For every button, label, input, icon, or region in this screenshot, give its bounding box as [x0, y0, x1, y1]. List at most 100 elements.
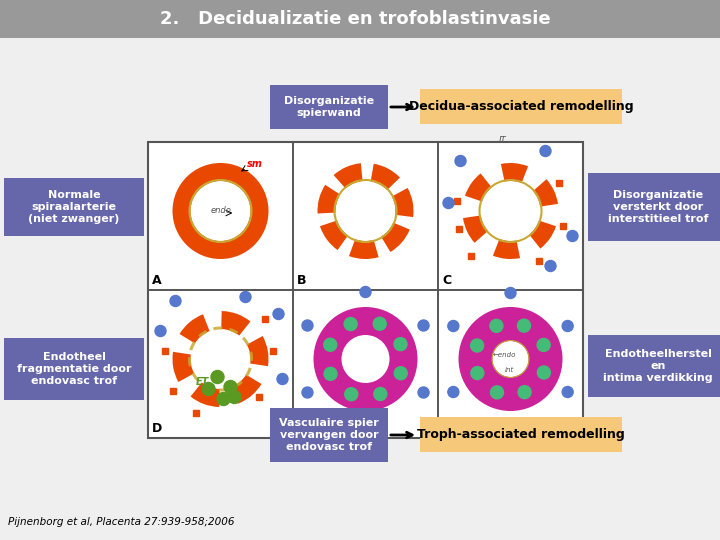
Wedge shape	[318, 185, 341, 213]
Circle shape	[224, 381, 237, 394]
Circle shape	[490, 319, 503, 332]
Bar	[438, 142, 583, 290]
Wedge shape	[173, 352, 194, 382]
Bar	[588, 335, 720, 397]
Text: ET: ET	[196, 377, 209, 387]
Wedge shape	[381, 222, 410, 252]
Circle shape	[277, 374, 288, 384]
Circle shape	[228, 390, 241, 403]
Bar	[536, 258, 541, 264]
Text: Vasculaire spier
vervangen door
endovasc trof: Vasculaire spier vervangen door endovasc…	[279, 418, 379, 451]
Bar	[4, 178, 144, 236]
Wedge shape	[493, 239, 520, 259]
Text: E: E	[297, 422, 305, 435]
Wedge shape	[173, 163, 269, 259]
Circle shape	[562, 387, 573, 397]
Circle shape	[360, 421, 371, 431]
Bar	[270, 408, 388, 462]
Bar	[270, 85, 388, 129]
Circle shape	[471, 367, 484, 380]
Bar	[256, 394, 261, 400]
Circle shape	[302, 387, 313, 398]
Circle shape	[418, 387, 429, 398]
Bar	[148, 142, 583, 438]
Wedge shape	[533, 179, 558, 207]
Text: Disorganizatie
versterkt door
interstitieel trof: Disorganizatie versterkt door interstiti…	[608, 191, 708, 224]
Wedge shape	[198, 330, 207, 338]
Circle shape	[324, 367, 337, 380]
Circle shape	[537, 339, 550, 352]
Wedge shape	[501, 163, 528, 183]
Bar	[192, 410, 199, 416]
Circle shape	[170, 295, 181, 307]
Wedge shape	[313, 307, 418, 411]
Circle shape	[518, 386, 531, 399]
Wedge shape	[219, 388, 228, 392]
Circle shape	[395, 367, 408, 380]
Wedge shape	[529, 220, 556, 248]
Wedge shape	[203, 384, 212, 390]
Text: Pijnenborg et al, Placenta 27:939-958;2006: Pijnenborg et al, Placenta 27:939-958;20…	[8, 517, 235, 527]
Circle shape	[344, 318, 357, 330]
Bar	[454, 198, 459, 204]
Wedge shape	[179, 314, 210, 343]
Circle shape	[545, 260, 556, 272]
Circle shape	[374, 388, 387, 401]
Wedge shape	[479, 327, 542, 391]
Wedge shape	[247, 336, 269, 366]
Bar	[438, 290, 583, 438]
Circle shape	[345, 388, 358, 401]
Bar	[161, 348, 168, 354]
Text: Normale
spiraalarterie
(niet zwanger): Normale spiraalarterie (niet zwanger)	[28, 191, 120, 224]
Wedge shape	[231, 375, 261, 404]
Circle shape	[448, 321, 459, 332]
Text: endo: endo	[210, 206, 231, 215]
Circle shape	[373, 318, 386, 330]
Text: Endotheel
fragmentatie door
endovasc trof: Endotheel fragmentatie door endovasc tro…	[17, 353, 131, 386]
Wedge shape	[213, 327, 222, 330]
Wedge shape	[465, 173, 492, 201]
Bar	[456, 226, 462, 232]
Bar	[169, 388, 176, 394]
Bar	[467, 253, 474, 259]
Circle shape	[562, 321, 573, 332]
Text: Endotheelherstel
en
intima verdikking: Endotheelherstel en intima verdikking	[603, 349, 713, 383]
Text: F: F	[442, 422, 451, 435]
Circle shape	[211, 370, 224, 383]
Circle shape	[455, 156, 466, 166]
Bar	[293, 290, 438, 438]
Circle shape	[240, 292, 251, 302]
Text: D: D	[152, 422, 162, 435]
Circle shape	[302, 320, 313, 331]
Circle shape	[490, 386, 503, 399]
Bar	[588, 173, 720, 241]
Text: IT: IT	[498, 136, 506, 145]
Circle shape	[540, 145, 551, 157]
Circle shape	[394, 338, 407, 350]
Text: ←endo: ←endo	[492, 352, 516, 358]
Circle shape	[443, 198, 454, 208]
Circle shape	[324, 338, 337, 351]
Wedge shape	[333, 163, 363, 188]
Text: A: A	[152, 274, 161, 287]
Wedge shape	[371, 164, 400, 190]
Wedge shape	[188, 357, 192, 367]
Bar	[420, 89, 622, 124]
Wedge shape	[191, 382, 220, 407]
Text: B: B	[297, 274, 307, 287]
Wedge shape	[192, 372, 199, 381]
Wedge shape	[189, 341, 196, 350]
Bar	[556, 180, 562, 186]
Bar	[293, 142, 438, 290]
Text: int: int	[505, 367, 514, 373]
Circle shape	[202, 382, 215, 395]
Wedge shape	[229, 328, 238, 334]
Circle shape	[360, 287, 371, 298]
Wedge shape	[221, 311, 251, 335]
Bar	[261, 316, 268, 322]
Wedge shape	[349, 239, 379, 259]
Wedge shape	[242, 337, 250, 346]
Circle shape	[471, 339, 484, 352]
Circle shape	[518, 319, 531, 332]
Circle shape	[418, 320, 429, 331]
